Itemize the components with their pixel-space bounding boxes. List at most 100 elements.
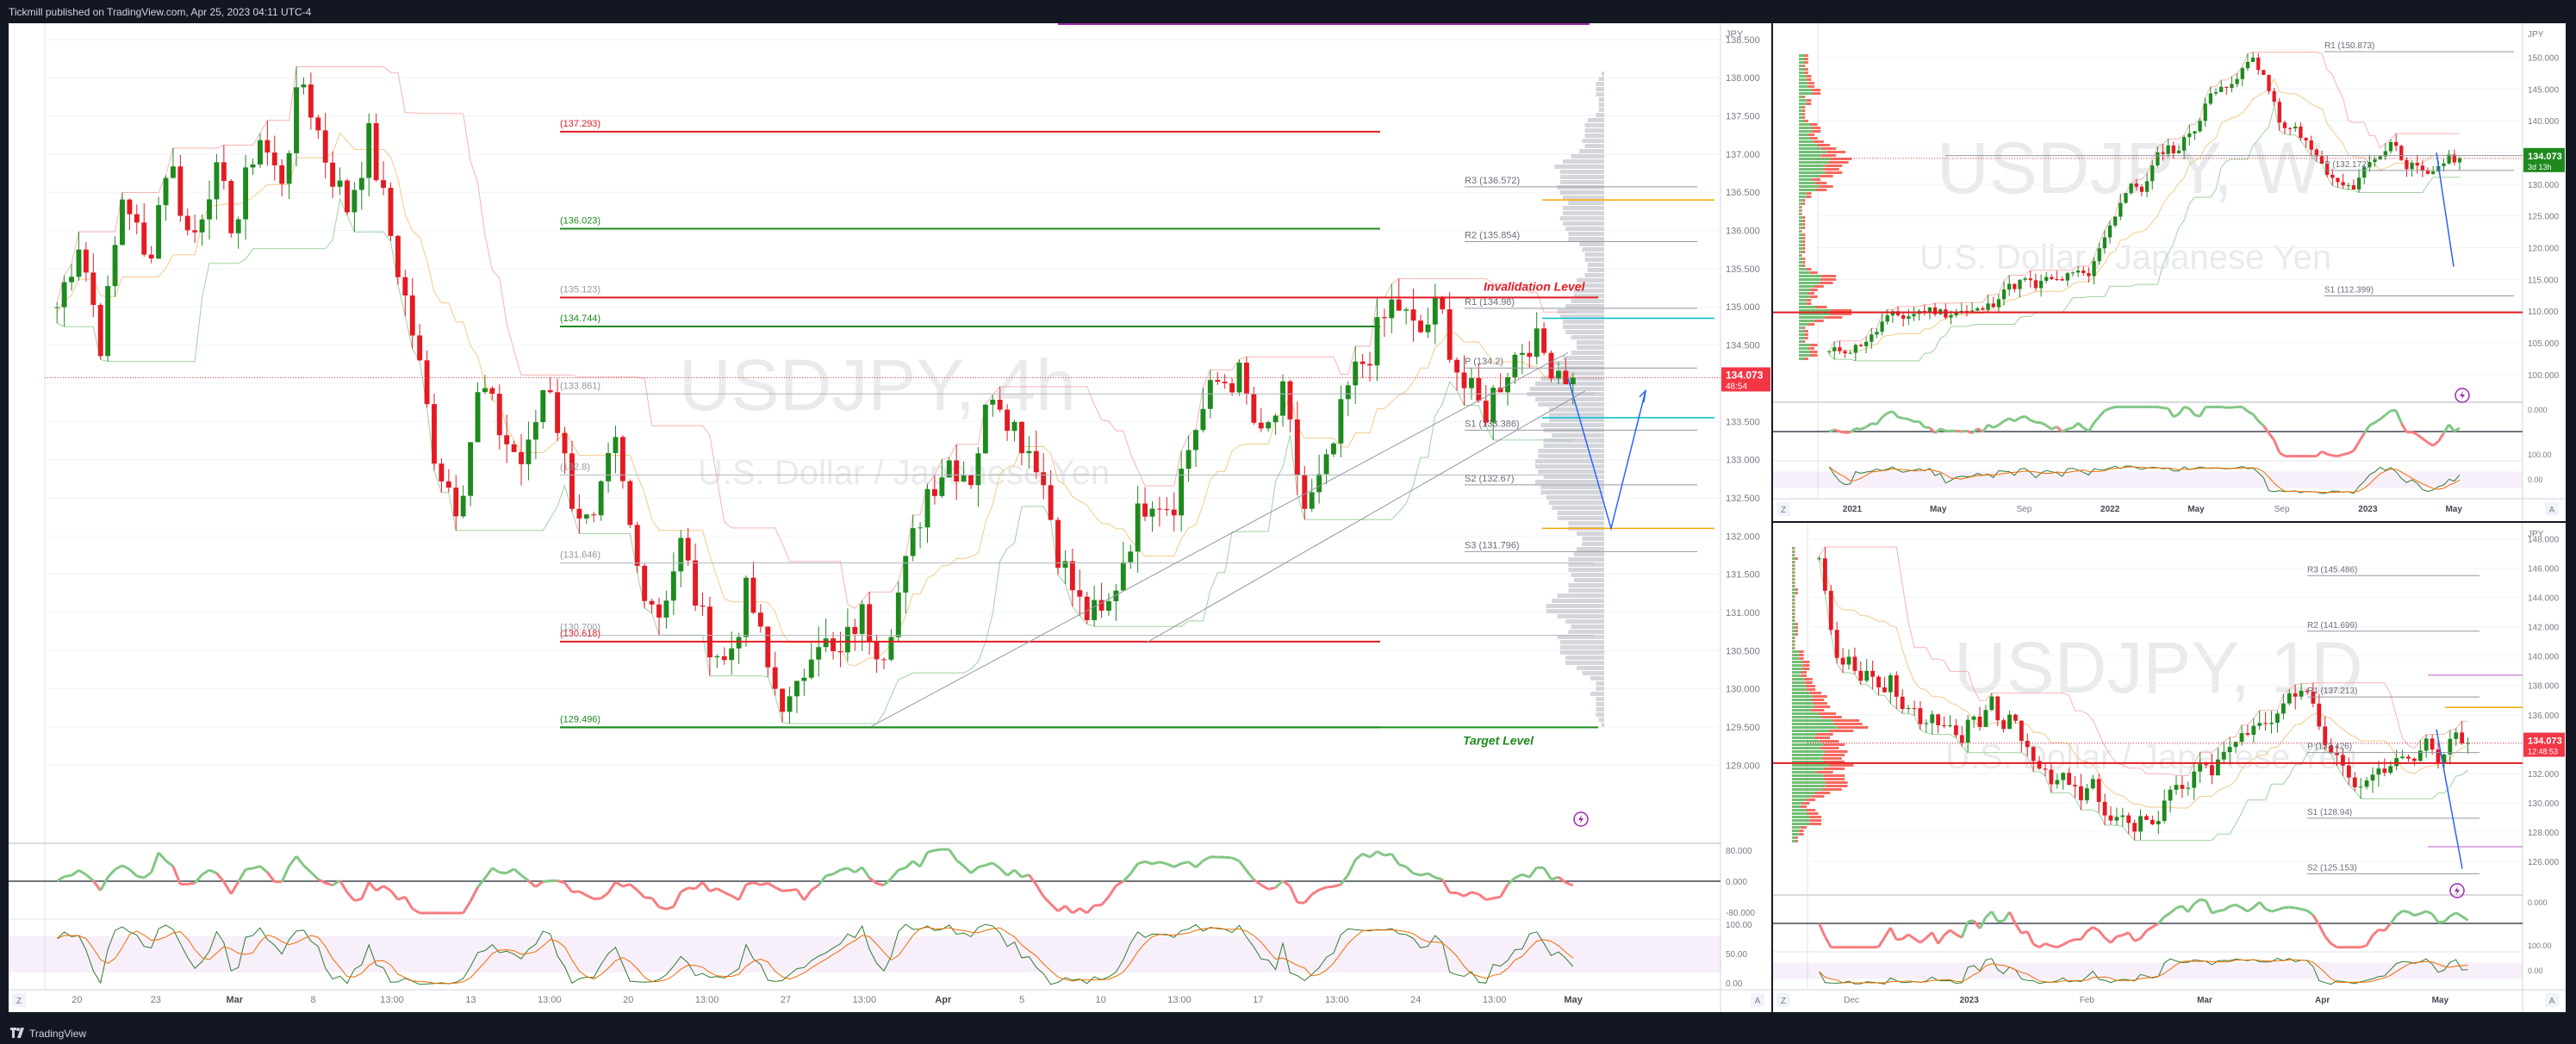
volume-profile-bar-up [1792,781,1826,784]
volume-profile-bar-down [1794,561,1795,563]
candle-body [453,488,459,517]
candle-body [250,164,256,168]
oscillator-segment [1896,937,1903,941]
oscillator-segment [1180,861,1189,865]
oscillator-segment [563,882,574,893]
candle-body [2139,186,2144,192]
candle-body [2376,768,2381,775]
oscillator-segment [2453,426,2461,432]
volume-profile-bar-up [1792,606,1795,608]
oscillator-segment [1943,929,1951,936]
volume-profile-bar-down [1814,705,1831,708]
oscillator-segment [1391,853,1400,866]
volume-profile-bar [1546,604,1604,608]
oscillator-segment [325,881,333,887]
volume-profile-bar-up [1792,809,1807,811]
volume-profile-bar [1557,516,1604,520]
main-chart-panel[interactable]: USDJPY, 4h U.S. Dollar / Japanese Yen 13… [9,23,1771,1012]
oscillator-segment [368,881,377,892]
volume-profile-bar [1577,547,1604,551]
oscillator-segment [1173,862,1182,868]
volume-profile-bar [1598,77,1604,81]
oscillator-segment [1824,935,1832,948]
candle-body [1948,725,1952,727]
candle-body [2037,761,2042,769]
pivot-label: S1 (112.399) [2324,286,2374,295]
volume-profile-bar-down [1809,819,1821,822]
y-tick-label: 132.500 [1726,494,1760,504]
candle-body [2150,165,2155,182]
volume-profile-bar-up [1792,730,1829,732]
candle-body [83,249,89,273]
oscillator-segment [1361,852,1371,859]
candle-body [1570,377,1576,385]
daily-chart-panel[interactable]: USDJPY, 1D U.S. Dollar / Japanese Yen 14… [1773,523,2566,1012]
volume-profile-bar-down [1794,550,1795,553]
volume-profile-bar [1587,118,1604,122]
volume-profile-bar-up [1792,792,1815,794]
candle-body [2221,752,2226,760]
candle-body [1853,345,1857,353]
oscillator-tick-label: -80.000 [1726,909,1755,918]
oscillator-segment [1971,427,1979,434]
oscillator-segment [2399,422,2408,433]
volume-profile-bar-down [1823,754,1845,756]
candle-body [1870,334,1874,342]
candle-body [1396,299,1402,311]
candle-body [2192,771,2197,788]
volume-profile-bar-up [1792,771,1817,774]
volume-profile-bar-down [1794,602,1795,605]
x-tick-label: 13 [465,995,476,1005]
volume-profile-bar [1540,485,1604,489]
candle-body [2028,278,2032,281]
volume-profile-bar-up [1799,347,1808,350]
volume-profile-bar-down [1806,196,1812,198]
oscillator-segment [1195,860,1204,868]
y-tick-label: 148.000 [2528,536,2560,545]
main-chart-svg[interactable]: 138.500 138.000 137.500 137.000 136.500 136.0… [9,23,1771,1012]
oscillator-segment [2389,914,2398,925]
volume-profile-bar-up [1792,661,1803,663]
candle-body [831,638,836,651]
volume-profile-bar [1559,180,1604,184]
x-tick-label: 8 [311,995,316,1005]
oscillator-segment [2092,926,2100,932]
oscillator-segment [2032,942,2040,949]
candle-body [2293,693,2298,697]
candle-body [1005,409,1011,432]
oscillator-segment [1865,422,1873,429]
stoch-band [9,936,1720,973]
candle-body [2358,786,2363,788]
volume-profile-bar [1540,490,1604,494]
candle-body [1885,315,1889,322]
candle-body [2460,732,2465,744]
volume-profile-bar-down [1794,606,1795,608]
candle-body [1084,596,1090,620]
daily-chart-svg[interactable]: 148.000 146.000 144.000 142.000 140.000 138.0… [1773,523,2566,1012]
oscillator-tick-label: 0.00 [2528,475,2543,484]
volume-profile-bar-down [1808,292,1814,295]
oscillator-segment [534,880,544,888]
oscillator-segment [1891,410,1900,419]
volume-profile-bar [1568,630,1604,634]
weekly-chart-svg[interactable]: 150.000145.000140.000135.000130.000125.0… [1773,23,2566,521]
oscillator-tick-label: 0.00 [1726,979,1743,989]
candle-body [199,219,205,233]
candle-body [156,205,162,259]
oscillator-segment [280,865,290,883]
y-tick-label: 130.500 [1726,646,1760,656]
pivot-label: P (132.172) [2324,160,2369,170]
volume-profile-bar-up [1799,75,1807,78]
candle-body [2124,193,2128,203]
candle-body [1302,475,1308,509]
oscillator-segment [1245,869,1255,881]
oscillator-segment [2271,908,2278,913]
oscillator-segment [1939,427,1946,432]
stoch-d-line [1819,959,2468,984]
candle-body [1135,503,1141,552]
volume-profile-bar [1573,294,1604,298]
candle-body [286,152,292,184]
volume-profile-bar-down [1799,654,1804,656]
x-tick-label: 23 [151,995,161,1005]
weekly-chart-panel[interactable]: USDJPY, W U.S. Dollar / Japanese Yen 150… [1773,23,2566,521]
